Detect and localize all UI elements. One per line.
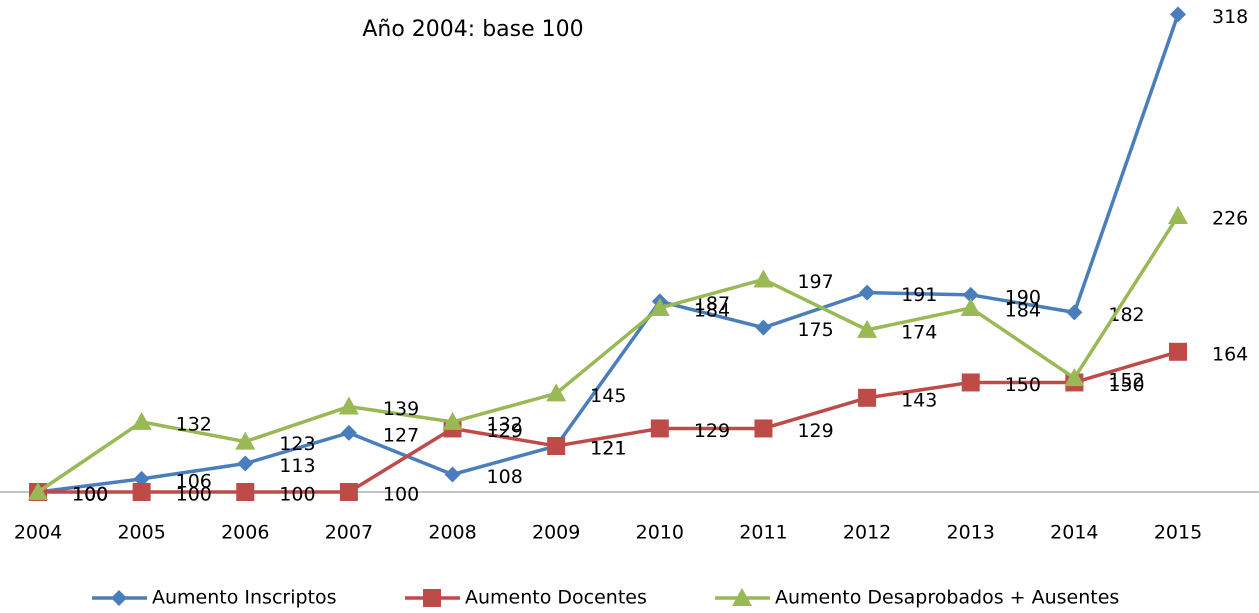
x-tick-label: 2015 bbox=[1154, 522, 1202, 544]
x-tick-label: 2004 bbox=[14, 522, 62, 544]
marker bbox=[338, 396, 359, 415]
chart-subtitle: Año 2004: base 100 bbox=[362, 17, 583, 42]
marker bbox=[339, 483, 358, 501]
data-label: 174 bbox=[901, 321, 937, 343]
data-label: 100 bbox=[383, 484, 419, 506]
data-label: 145 bbox=[590, 385, 626, 407]
data-label: 150 bbox=[1108, 374, 1144, 396]
marker bbox=[340, 424, 357, 441]
marker bbox=[28, 482, 48, 500]
data-label: 121 bbox=[590, 437, 626, 459]
data-label: 132 bbox=[487, 413, 523, 435]
data-label: 152 bbox=[1108, 370, 1144, 392]
data-label: 139 bbox=[383, 398, 419, 420]
data-label: 132 bbox=[176, 413, 212, 435]
data-label: 106 bbox=[176, 470, 212, 492]
marker bbox=[962, 286, 979, 303]
marker bbox=[237, 455, 254, 472]
marker bbox=[131, 411, 152, 430]
series-line bbox=[37, 215, 1180, 494]
data-label: 184 bbox=[694, 299, 730, 321]
x-tick-label: 2006 bbox=[221, 522, 269, 544]
x-tick-label: 2007 bbox=[325, 522, 373, 544]
data-label: 129 bbox=[694, 420, 730, 442]
legend-label: Aumento Desaprobados + Ausentes bbox=[775, 587, 1119, 609]
data-label: 187 bbox=[694, 293, 730, 315]
data-label: 143 bbox=[901, 389, 937, 411]
marker bbox=[858, 388, 877, 407]
marker bbox=[1066, 304, 1083, 321]
legend-marker bbox=[732, 588, 752, 606]
data-label: 184 bbox=[1005, 299, 1041, 321]
marker bbox=[132, 483, 151, 501]
marker bbox=[236, 483, 255, 501]
data-label: 150 bbox=[1005, 374, 1041, 396]
data-label: 100 bbox=[279, 484, 315, 506]
data-label: 127 bbox=[383, 424, 419, 446]
marker bbox=[649, 297, 670, 316]
data-label: 100 bbox=[72, 484, 108, 506]
data-label: 100 bbox=[72, 484, 108, 506]
x-tick-label: 2011 bbox=[739, 522, 787, 544]
marker bbox=[857, 319, 878, 338]
x-tick-label: 2012 bbox=[843, 522, 891, 544]
marker bbox=[442, 411, 463, 430]
data-label: 108 bbox=[487, 466, 523, 488]
marker bbox=[753, 269, 774, 288]
data-label: 318 bbox=[1212, 6, 1248, 28]
x-tick-label: 2013 bbox=[947, 522, 995, 544]
marker bbox=[960, 297, 981, 316]
x-tick-label: 2008 bbox=[428, 522, 476, 544]
marker bbox=[546, 383, 567, 402]
legend-marker bbox=[423, 589, 441, 607]
series-line bbox=[37, 13, 1180, 494]
x-tick-label: 2009 bbox=[532, 522, 580, 544]
marker bbox=[1064, 368, 1085, 387]
marker bbox=[1168, 205, 1188, 224]
data-label: 175 bbox=[797, 319, 833, 341]
marker bbox=[755, 319, 772, 336]
marker bbox=[444, 466, 461, 483]
data-label: 191 bbox=[901, 284, 937, 306]
marker bbox=[961, 373, 980, 392]
data-label: 164 bbox=[1212, 343, 1248, 365]
legend-label: Aumento Docentes bbox=[465, 587, 647, 609]
marker bbox=[235, 431, 256, 450]
data-label: 123 bbox=[279, 433, 315, 455]
x-tick-label: 2014 bbox=[1050, 522, 1098, 544]
marker bbox=[650, 419, 669, 438]
x-tick-label: 2005 bbox=[117, 522, 165, 544]
data-label: 121 bbox=[590, 437, 626, 459]
marker bbox=[754, 419, 773, 438]
data-label: 129 bbox=[487, 420, 523, 442]
legend-marker bbox=[111, 590, 127, 606]
data-label: 100 bbox=[176, 484, 212, 506]
marker bbox=[133, 470, 150, 487]
data-label: 113 bbox=[279, 455, 315, 477]
marker bbox=[1170, 6, 1186, 23]
data-label: 226 bbox=[1212, 207, 1248, 229]
data-label: 129 bbox=[797, 420, 833, 442]
data-label: 190 bbox=[1005, 286, 1041, 308]
x-tick-label: 2010 bbox=[636, 522, 684, 544]
data-label: 100 bbox=[72, 484, 108, 506]
marker bbox=[1169, 342, 1187, 361]
data-label: 197 bbox=[797, 271, 833, 293]
marker bbox=[547, 436, 566, 455]
series-line bbox=[38, 350, 1179, 494]
marker bbox=[859, 284, 876, 301]
legend-label: Aumento Inscriptos bbox=[152, 587, 337, 609]
